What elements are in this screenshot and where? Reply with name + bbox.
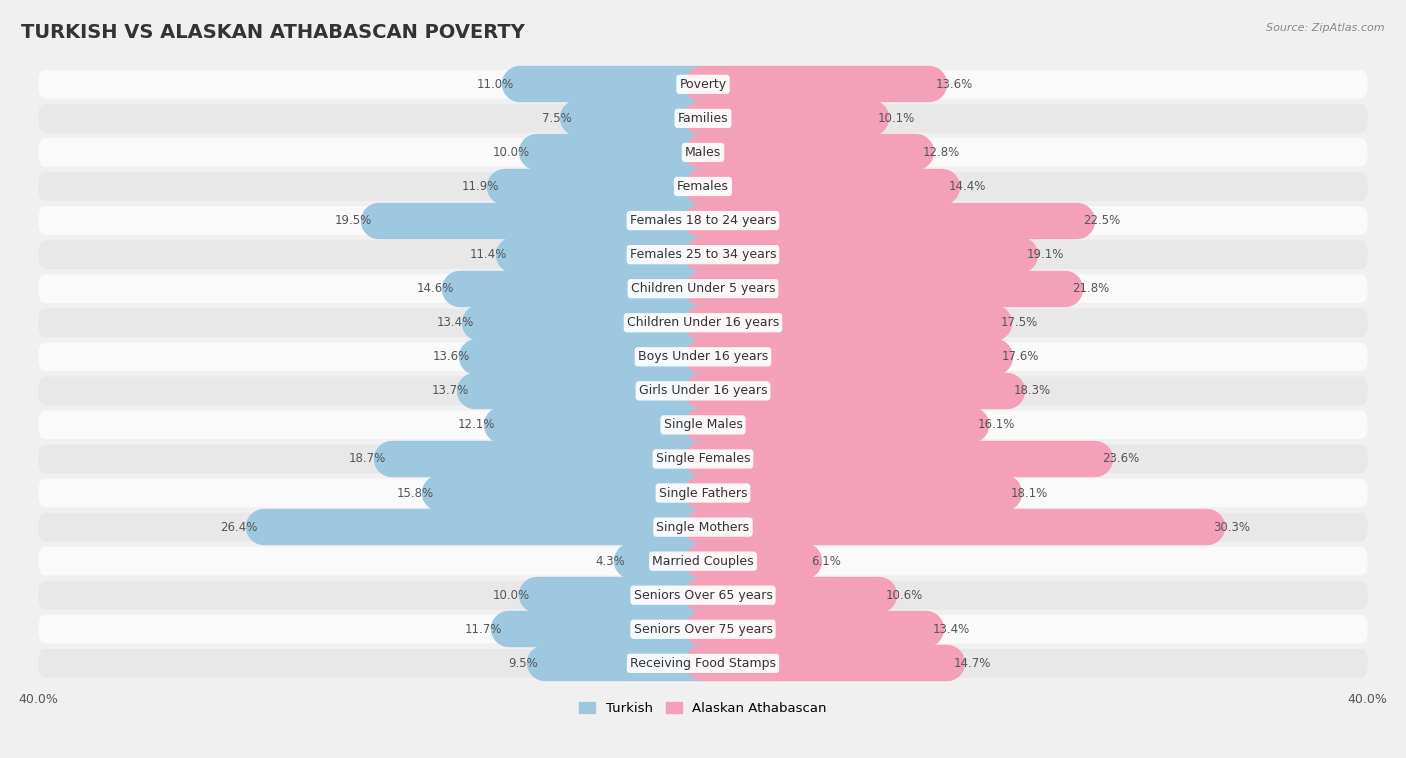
Text: Poverty: Poverty bbox=[679, 78, 727, 91]
Text: 19.5%: 19.5% bbox=[335, 214, 373, 227]
Text: 14.4%: 14.4% bbox=[949, 180, 987, 193]
Text: 13.6%: 13.6% bbox=[935, 78, 973, 91]
FancyBboxPatch shape bbox=[38, 411, 1368, 439]
Text: 13.4%: 13.4% bbox=[436, 316, 474, 329]
FancyBboxPatch shape bbox=[38, 172, 1368, 201]
FancyBboxPatch shape bbox=[38, 377, 1368, 406]
FancyBboxPatch shape bbox=[38, 513, 1368, 541]
Text: 12.8%: 12.8% bbox=[922, 146, 960, 159]
Text: Families: Families bbox=[678, 112, 728, 125]
FancyBboxPatch shape bbox=[38, 649, 1368, 678]
Text: Females 18 to 24 years: Females 18 to 24 years bbox=[630, 214, 776, 227]
Text: Females: Females bbox=[678, 180, 728, 193]
Text: 6.1%: 6.1% bbox=[811, 555, 841, 568]
Legend: Turkish, Alaskan Athabascan: Turkish, Alaskan Athabascan bbox=[579, 702, 827, 715]
Text: 22.5%: 22.5% bbox=[1084, 214, 1121, 227]
Text: 10.6%: 10.6% bbox=[886, 589, 924, 602]
Text: 18.7%: 18.7% bbox=[349, 453, 385, 465]
Text: 21.8%: 21.8% bbox=[1071, 282, 1109, 295]
Text: 11.7%: 11.7% bbox=[464, 623, 502, 636]
FancyBboxPatch shape bbox=[38, 547, 1368, 575]
FancyBboxPatch shape bbox=[38, 138, 1368, 167]
FancyBboxPatch shape bbox=[38, 581, 1368, 609]
FancyBboxPatch shape bbox=[38, 343, 1368, 371]
Text: 9.5%: 9.5% bbox=[509, 657, 538, 670]
FancyBboxPatch shape bbox=[38, 104, 1368, 133]
Text: Boys Under 16 years: Boys Under 16 years bbox=[638, 350, 768, 363]
Text: Seniors Over 75 years: Seniors Over 75 years bbox=[634, 623, 772, 636]
Text: Children Under 5 years: Children Under 5 years bbox=[631, 282, 775, 295]
Text: 13.4%: 13.4% bbox=[932, 623, 970, 636]
Text: Females 25 to 34 years: Females 25 to 34 years bbox=[630, 248, 776, 261]
Text: TURKISH VS ALASKAN ATHABASCAN POVERTY: TURKISH VS ALASKAN ATHABASCAN POVERTY bbox=[21, 23, 524, 42]
Text: 10.0%: 10.0% bbox=[494, 589, 530, 602]
Text: 18.1%: 18.1% bbox=[1011, 487, 1047, 500]
Text: Source: ZipAtlas.com: Source: ZipAtlas.com bbox=[1267, 23, 1385, 33]
Text: 7.5%: 7.5% bbox=[541, 112, 572, 125]
Text: 11.4%: 11.4% bbox=[470, 248, 508, 261]
Text: 10.1%: 10.1% bbox=[877, 112, 915, 125]
Text: Single Mothers: Single Mothers bbox=[657, 521, 749, 534]
Text: 4.3%: 4.3% bbox=[595, 555, 624, 568]
Text: 16.1%: 16.1% bbox=[977, 418, 1015, 431]
Text: 15.8%: 15.8% bbox=[396, 487, 434, 500]
Text: 17.6%: 17.6% bbox=[1002, 350, 1039, 363]
FancyBboxPatch shape bbox=[38, 309, 1368, 337]
Text: 14.6%: 14.6% bbox=[416, 282, 454, 295]
Text: 30.3%: 30.3% bbox=[1213, 521, 1250, 534]
Text: 11.0%: 11.0% bbox=[477, 78, 513, 91]
Text: 11.9%: 11.9% bbox=[461, 180, 499, 193]
Text: Males: Males bbox=[685, 146, 721, 159]
FancyBboxPatch shape bbox=[38, 274, 1368, 303]
FancyBboxPatch shape bbox=[38, 445, 1368, 473]
Text: Married Couples: Married Couples bbox=[652, 555, 754, 568]
FancyBboxPatch shape bbox=[38, 479, 1368, 507]
Text: 13.6%: 13.6% bbox=[433, 350, 471, 363]
Text: 17.5%: 17.5% bbox=[1001, 316, 1038, 329]
FancyBboxPatch shape bbox=[38, 240, 1368, 269]
FancyBboxPatch shape bbox=[38, 70, 1368, 99]
Text: 23.6%: 23.6% bbox=[1102, 453, 1139, 465]
Text: Single Females: Single Females bbox=[655, 453, 751, 465]
Text: 12.1%: 12.1% bbox=[458, 418, 495, 431]
Text: 10.0%: 10.0% bbox=[494, 146, 530, 159]
Text: 19.1%: 19.1% bbox=[1026, 248, 1064, 261]
Text: 26.4%: 26.4% bbox=[221, 521, 257, 534]
Text: Single Males: Single Males bbox=[664, 418, 742, 431]
Text: 18.3%: 18.3% bbox=[1014, 384, 1050, 397]
Text: 14.7%: 14.7% bbox=[953, 657, 991, 670]
Text: Children Under 16 years: Children Under 16 years bbox=[627, 316, 779, 329]
Text: Seniors Over 65 years: Seniors Over 65 years bbox=[634, 589, 772, 602]
FancyBboxPatch shape bbox=[38, 206, 1368, 235]
Text: Girls Under 16 years: Girls Under 16 years bbox=[638, 384, 768, 397]
Text: 13.7%: 13.7% bbox=[432, 384, 468, 397]
Text: Receiving Food Stamps: Receiving Food Stamps bbox=[630, 657, 776, 670]
Text: Single Fathers: Single Fathers bbox=[659, 487, 747, 500]
FancyBboxPatch shape bbox=[38, 615, 1368, 644]
